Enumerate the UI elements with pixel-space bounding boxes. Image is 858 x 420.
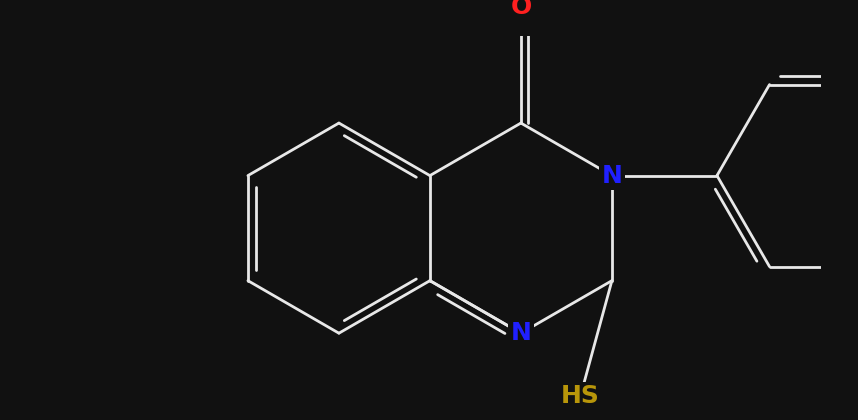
Text: O: O (511, 0, 532, 19)
Text: N: N (601, 164, 622, 188)
Text: N: N (511, 321, 531, 345)
Text: HS: HS (561, 384, 600, 408)
